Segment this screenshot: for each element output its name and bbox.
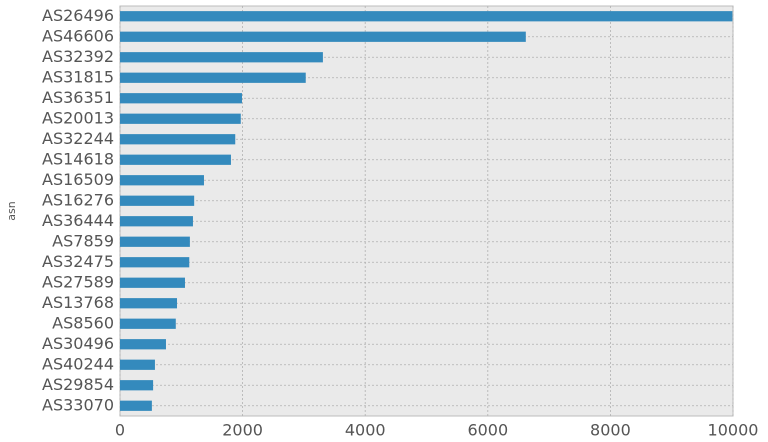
bar bbox=[120, 339, 166, 350]
bar bbox=[120, 175, 204, 186]
y-tick-label: AS36351 bbox=[42, 88, 114, 107]
bar bbox=[120, 195, 195, 206]
y-tick-label: AS32392 bbox=[42, 47, 114, 66]
x-tick-label: 10000 bbox=[708, 421, 759, 440]
bar bbox=[120, 277, 185, 288]
y-tick-label: AS20013 bbox=[42, 108, 114, 127]
y-tick-label: AS8560 bbox=[52, 313, 114, 332]
x-tick-label: 4000 bbox=[345, 421, 386, 440]
x-tick-label: 8000 bbox=[590, 421, 631, 440]
bar bbox=[120, 400, 152, 411]
bar bbox=[120, 11, 733, 22]
y-tick-label: AS40244 bbox=[42, 354, 114, 373]
y-tick-label: AS13768 bbox=[42, 293, 114, 312]
y-axis-label: asn bbox=[5, 201, 18, 220]
x-tick-label: 0 bbox=[115, 421, 125, 440]
y-tick-label: AS30496 bbox=[42, 334, 114, 353]
y-tick-label: AS32475 bbox=[42, 252, 114, 271]
x-tick-label: 2000 bbox=[222, 421, 263, 440]
bar bbox=[120, 257, 190, 268]
bar bbox=[120, 93, 242, 104]
bar bbox=[120, 236, 190, 247]
y-tick-label: AS33070 bbox=[42, 395, 114, 414]
y-tick-label: AS16276 bbox=[42, 190, 114, 209]
y-tick-label: AS27589 bbox=[42, 272, 114, 291]
y-tick-label: AS14618 bbox=[42, 149, 114, 168]
x-tick-label: 6000 bbox=[467, 421, 508, 440]
y-tick-label: AS16509 bbox=[42, 170, 114, 189]
y-tick-label: AS26496 bbox=[42, 6, 114, 25]
y-tick-label: AS29854 bbox=[42, 375, 114, 394]
y-tick-label: AS7859 bbox=[52, 231, 114, 250]
bar bbox=[120, 31, 526, 42]
bar bbox=[120, 318, 176, 329]
bar bbox=[120, 154, 231, 165]
y-tick-label: AS31815 bbox=[42, 67, 114, 86]
y-tick-label: AS36444 bbox=[42, 211, 114, 230]
bar bbox=[120, 359, 155, 370]
bar bbox=[120, 380, 154, 391]
bar bbox=[120, 72, 306, 83]
bar bbox=[120, 113, 241, 124]
y-tick-label: AS32244 bbox=[42, 129, 114, 148]
bar bbox=[120, 298, 178, 309]
bar bbox=[120, 52, 323, 63]
bar bbox=[120, 134, 236, 145]
bar bbox=[120, 216, 193, 227]
plot-area bbox=[119, 5, 734, 417]
y-tick-label: AS46606 bbox=[42, 26, 114, 45]
